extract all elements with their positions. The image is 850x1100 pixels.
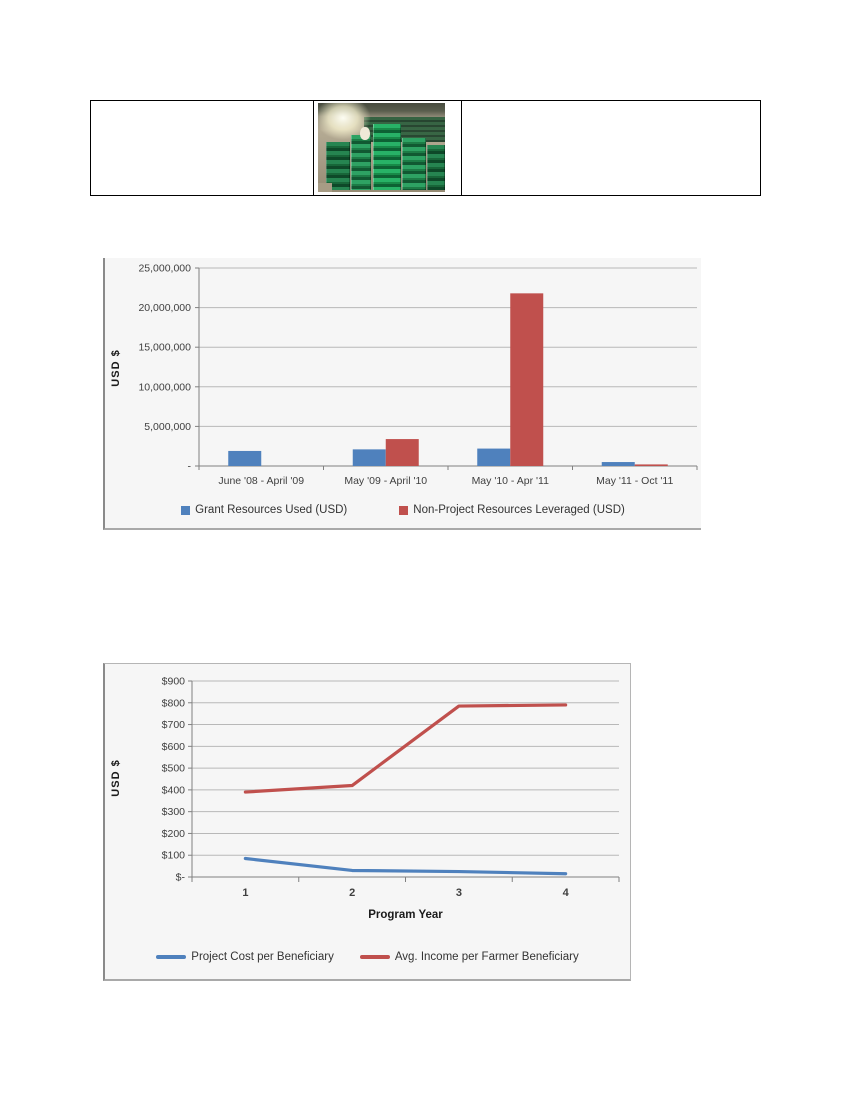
red-square-legend-icon — [399, 505, 409, 515]
crate-stack — [373, 124, 401, 190]
line-x-tick-label: 2 — [349, 887, 355, 899]
photo-table — [90, 100, 761, 196]
line-chart: USD $ $900 $800 $700 $600 $500 $400 $300 $200 $1… — [103, 663, 631, 981]
grant-resources-bar — [477, 448, 511, 466]
bar-chart-legend: Grant Resources Used (USD) Non-Project R… — [105, 504, 701, 516]
bar-chart-plot: 25,000,000 20,000,000 15,000,000 10,000,000… — [138, 263, 698, 487]
bar-y-tick-label: 15,000,000 — [138, 342, 191, 354]
line-chart-plot: $900 $800 $700 $600 $500 $400 $300 $200 $100 $- 1 2… — [162, 676, 620, 899]
bar-y-tick-label: 20,000,000 — [138, 302, 191, 314]
blue-line-legend-icon — [156, 955, 187, 959]
bar-y-tick-label: - — [188, 461, 192, 473]
avg-income-line — [243, 703, 568, 794]
crate-stack — [351, 135, 371, 190]
white-label-spot — [360, 127, 370, 140]
nonproject-resources-bar — [385, 439, 419, 466]
line-y-tick-label: $600 — [162, 741, 186, 753]
stacked-green-crates-photo — [318, 103, 445, 192]
bar-chart: USD $ 25,000,000 20,000,000 15,000,000 10,0… — [103, 258, 701, 530]
red-line-legend-icon — [359, 955, 390, 959]
nonproject-resources-bar — [510, 293, 544, 466]
table-cell-left — [91, 101, 314, 195]
bar-y-tick-label: 25,000,000 — [138, 263, 191, 275]
line-x-tick-label: 3 — [456, 887, 462, 899]
bar-x-category-label: May '09 - April '10 — [344, 475, 427, 487]
line-y-tick-label: $900 — [162, 676, 186, 688]
warehouse-floor — [318, 183, 332, 192]
legend-item-grant-resources: Grant Resources Used (USD) — [181, 504, 347, 516]
grant-resources-bar — [352, 449, 386, 466]
line-chart-x-axis-title: Program Year — [368, 909, 443, 921]
bar-x-category-label: June '08 - April '09 — [218, 475, 304, 487]
legend-label-nonproject-resources: Non-Project Resources Leveraged (USD) — [413, 504, 625, 516]
line-y-tick-label: $400 — [162, 784, 186, 796]
legend-item-avg-income: Avg. Income per Farmer Beneficiary — [359, 951, 579, 963]
legend-label-avg-income: Avg. Income per Farmer Beneficiary — [394, 951, 579, 963]
crate-stack — [402, 138, 426, 190]
bar-y-tick-label: 5,000,000 — [144, 421, 191, 433]
bar-x-category-label: May '10 - Apr '11 — [472, 475, 550, 487]
bar-y-tick-label: 10,000,000 — [138, 381, 191, 393]
line-y-tick-label: $100 — [162, 850, 186, 862]
line-x-tick-label: 4 — [563, 887, 570, 899]
line-y-tick-label: $200 — [162, 828, 186, 840]
line-y-tick-label: $- — [176, 872, 186, 884]
blue-square-legend-icon — [181, 505, 191, 515]
line-y-tick-label: $700 — [162, 719, 186, 731]
crate-stack — [427, 145, 445, 190]
legend-item-project-cost: Project Cost per Beneficiary — [156, 951, 334, 963]
legend-label-project-cost: Project Cost per Beneficiary — [191, 951, 334, 963]
line-x-tick-label: 1 — [242, 887, 248, 899]
line-y-tick-label: $300 — [162, 806, 186, 818]
table-cell-middle — [314, 101, 462, 195]
legend-label-grant-resources: Grant Resources Used (USD) — [195, 504, 348, 516]
line-y-tick-label: $500 — [162, 763, 186, 775]
line-chart-legend: Project Cost per Beneficiary Avg. Income… — [105, 951, 630, 963]
grant-resources-bar — [601, 462, 635, 466]
grant-resources-bar — [228, 450, 262, 466]
project-cost-line — [243, 856, 568, 876]
legend-item-nonproject-resources: Non-Project Resources Leveraged (USD) — [399, 504, 625, 516]
bar-x-category-label: May '11 - Oct '11 — [596, 475, 673, 487]
line-y-tick-label: $800 — [162, 697, 186, 709]
table-cell-right — [462, 101, 760, 195]
nonproject-resources-bar — [634, 464, 668, 466]
crate-stack — [326, 142, 350, 190]
